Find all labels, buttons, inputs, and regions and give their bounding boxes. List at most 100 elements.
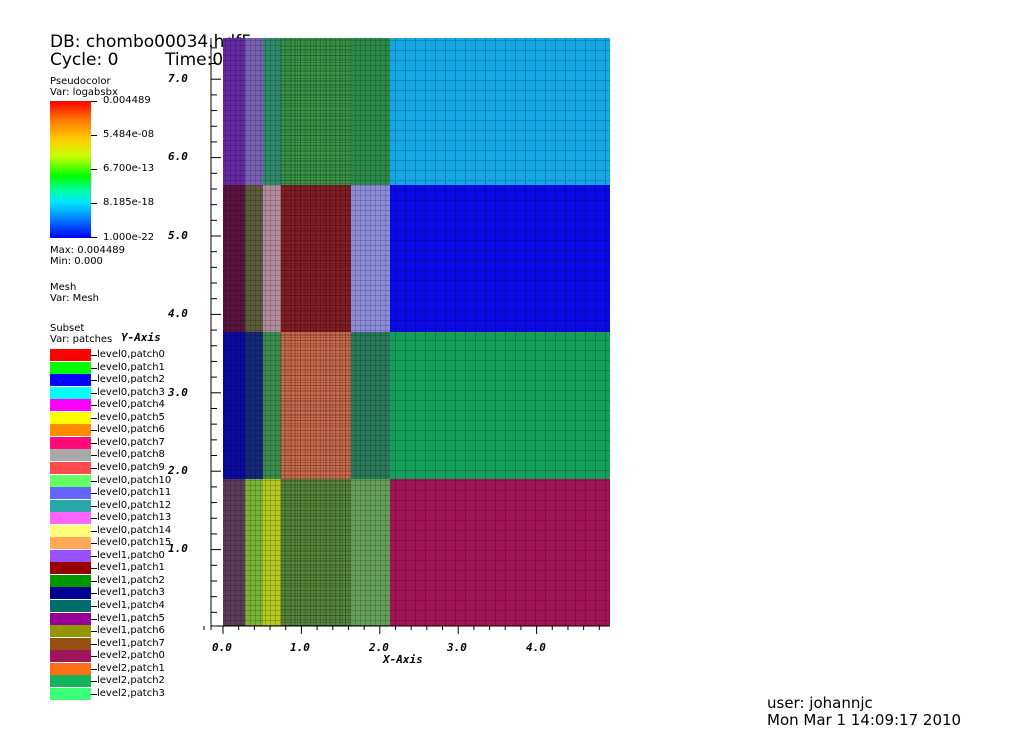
time-label: Time:0.7: [165, 50, 240, 70]
subset-legend-item: level0,patch3: [50, 386, 210, 399]
y-tick-label: 1.0: [168, 542, 188, 555]
legend-leader-line: [91, 656, 97, 658]
subset-legend-item: level0,patch9: [50, 461, 210, 474]
y-axis-title: Y-Axis: [121, 331, 161, 344]
legend-leader-line: [91, 693, 97, 695]
legend-leader-line: [91, 631, 97, 633]
subset-item-label: level1,patch1: [97, 562, 165, 574]
subset-swatch: [50, 474, 91, 487]
y-tick-label: 5.0: [168, 229, 188, 242]
x-tick-label: 1.0: [290, 641, 310, 654]
subset-item-label: level1,patch7: [97, 637, 165, 649]
x-axis-title: X-Axis: [383, 653, 423, 666]
legend-leader-line: [91, 518, 97, 520]
subset-swatch: [50, 600, 91, 612]
legend-leader-line: [91, 543, 97, 545]
legend-leader-line: [91, 493, 97, 495]
subset-item-label: level1,patch3: [97, 587, 165, 599]
subset-legend-item: level1,patch7: [50, 637, 210, 650]
subset-legend-item: level0,patch15: [50, 537, 210, 550]
subset-swatch: [50, 625, 91, 638]
subset-legend-item: level1,patch4: [50, 600, 210, 612]
subset-legend-item: level0,patch5: [50, 411, 210, 424]
colorbar-tick-label: 1.000e-22: [103, 232, 155, 243]
legend-leader-line: [91, 530, 97, 532]
subset-item-label: level0,patch8: [97, 449, 165, 461]
legend-leader-line: [91, 681, 97, 683]
subset-legend-item: level1,patch2: [50, 574, 210, 587]
subset-var-label: Var: patches: [50, 334, 113, 345]
cycle-label: Cycle: 0: [50, 50, 119, 70]
y-tick-label: 6.0: [168, 150, 188, 163]
subset-item-label: level0,patch2: [97, 374, 165, 386]
subset-legend-item: level0,patch13: [50, 512, 210, 525]
subset-item-label: level2,patch3: [97, 687, 165, 699]
legend-leader-line: [91, 480, 97, 482]
subset-legend-item: level0,patch4: [50, 399, 210, 412]
subset-legend-item: level1,patch0: [50, 549, 210, 562]
subset-item-label: level0,patch0: [97, 349, 165, 360]
subset-swatch: [50, 399, 91, 412]
subset-legend-item: level0,patch14: [50, 524, 210, 537]
legend-leader-line: [91, 355, 97, 356]
subset-swatch: [50, 461, 91, 474]
subset-legend-item: level1,patch3: [50, 587, 210, 600]
subset-legend-item: level0,patch0: [50, 349, 210, 361]
mesh-var-label: Var: Mesh: [50, 293, 100, 304]
subset-legend-item: level2,patch0: [50, 650, 210, 663]
subset-swatch: [50, 487, 91, 500]
x-tick-label: 0.0: [212, 641, 232, 654]
subset-swatch: [50, 587, 91, 600]
colorbar-tick-label: 0.004489: [103, 95, 151, 106]
subset-item-label: level1,patch0: [97, 549, 165, 561]
subset-item-label: level1,patch4: [97, 600, 165, 611]
legend-leader-line: [91, 505, 97, 507]
database-label: DB: chombo00034.hdf5: [50, 32, 253, 52]
subset-item-label: level2,patch0: [97, 650, 165, 662]
legend-leader-line: [91, 618, 97, 620]
subset-item-label: level0,patch6: [97, 424, 165, 436]
subset-legend-item: level2,patch1: [50, 662, 210, 675]
legend-leader-line: [91, 593, 97, 595]
legend-leader-line: [91, 405, 97, 407]
subset-legend-item: level0,patch8: [50, 449, 210, 462]
x-tick-label: 3.0: [447, 641, 467, 654]
subset-item-label: level0,patch7: [97, 436, 165, 448]
legend-leader-line: [91, 555, 97, 557]
subset-swatch: [50, 612, 91, 625]
subset-item-label: level0,patch3: [97, 386, 165, 398]
subset-item-label: level1,patch5: [97, 612, 165, 624]
subset-legend-item: level0,patch11: [50, 487, 210, 500]
legend-leader-line: [91, 442, 97, 444]
subset-legend-item: level1,patch5: [50, 612, 210, 625]
subset-legend-item: level0,patch6: [50, 424, 210, 437]
y-tick-label: 3.0: [168, 386, 188, 399]
subset-swatch: [50, 687, 91, 700]
legend-leader-line: [91, 467, 97, 469]
subset-legend-item: level0,patch12: [50, 499, 210, 512]
subset-legend-item: level0,patch10: [50, 474, 210, 487]
legend-leader-line: [91, 606, 97, 607]
subset-swatch: [50, 524, 91, 537]
subset-item-label: level0,patch11: [97, 487, 172, 499]
subset-legend-item: level1,patch1: [50, 562, 210, 575]
y-tick-label: 4.0: [168, 307, 188, 320]
pseudocolor-title: Pseudocolor: [50, 76, 111, 87]
subset-item-label: level0,patch5: [97, 411, 165, 423]
subset-swatch: [50, 512, 91, 525]
legend-leader-line: [91, 392, 97, 394]
subset-swatch: [50, 499, 91, 512]
x-tick-label: 2.0: [369, 641, 389, 654]
legend-leader-line: [91, 417, 97, 419]
subset-swatch: [50, 549, 91, 562]
x-tick-label: 4.0: [526, 641, 546, 654]
pseudocolor-colorbar: [50, 101, 91, 238]
subset-swatch: [50, 436, 91, 449]
subset-swatch: [50, 637, 91, 650]
legend-leader-line: [91, 568, 97, 570]
subset-swatch: [50, 662, 91, 675]
mesh-plot: [203, 38, 610, 634]
subset-swatch: [50, 386, 91, 399]
y-tick-label: 2.0: [168, 464, 188, 477]
max-label: Max: 0.004489: [50, 245, 125, 256]
